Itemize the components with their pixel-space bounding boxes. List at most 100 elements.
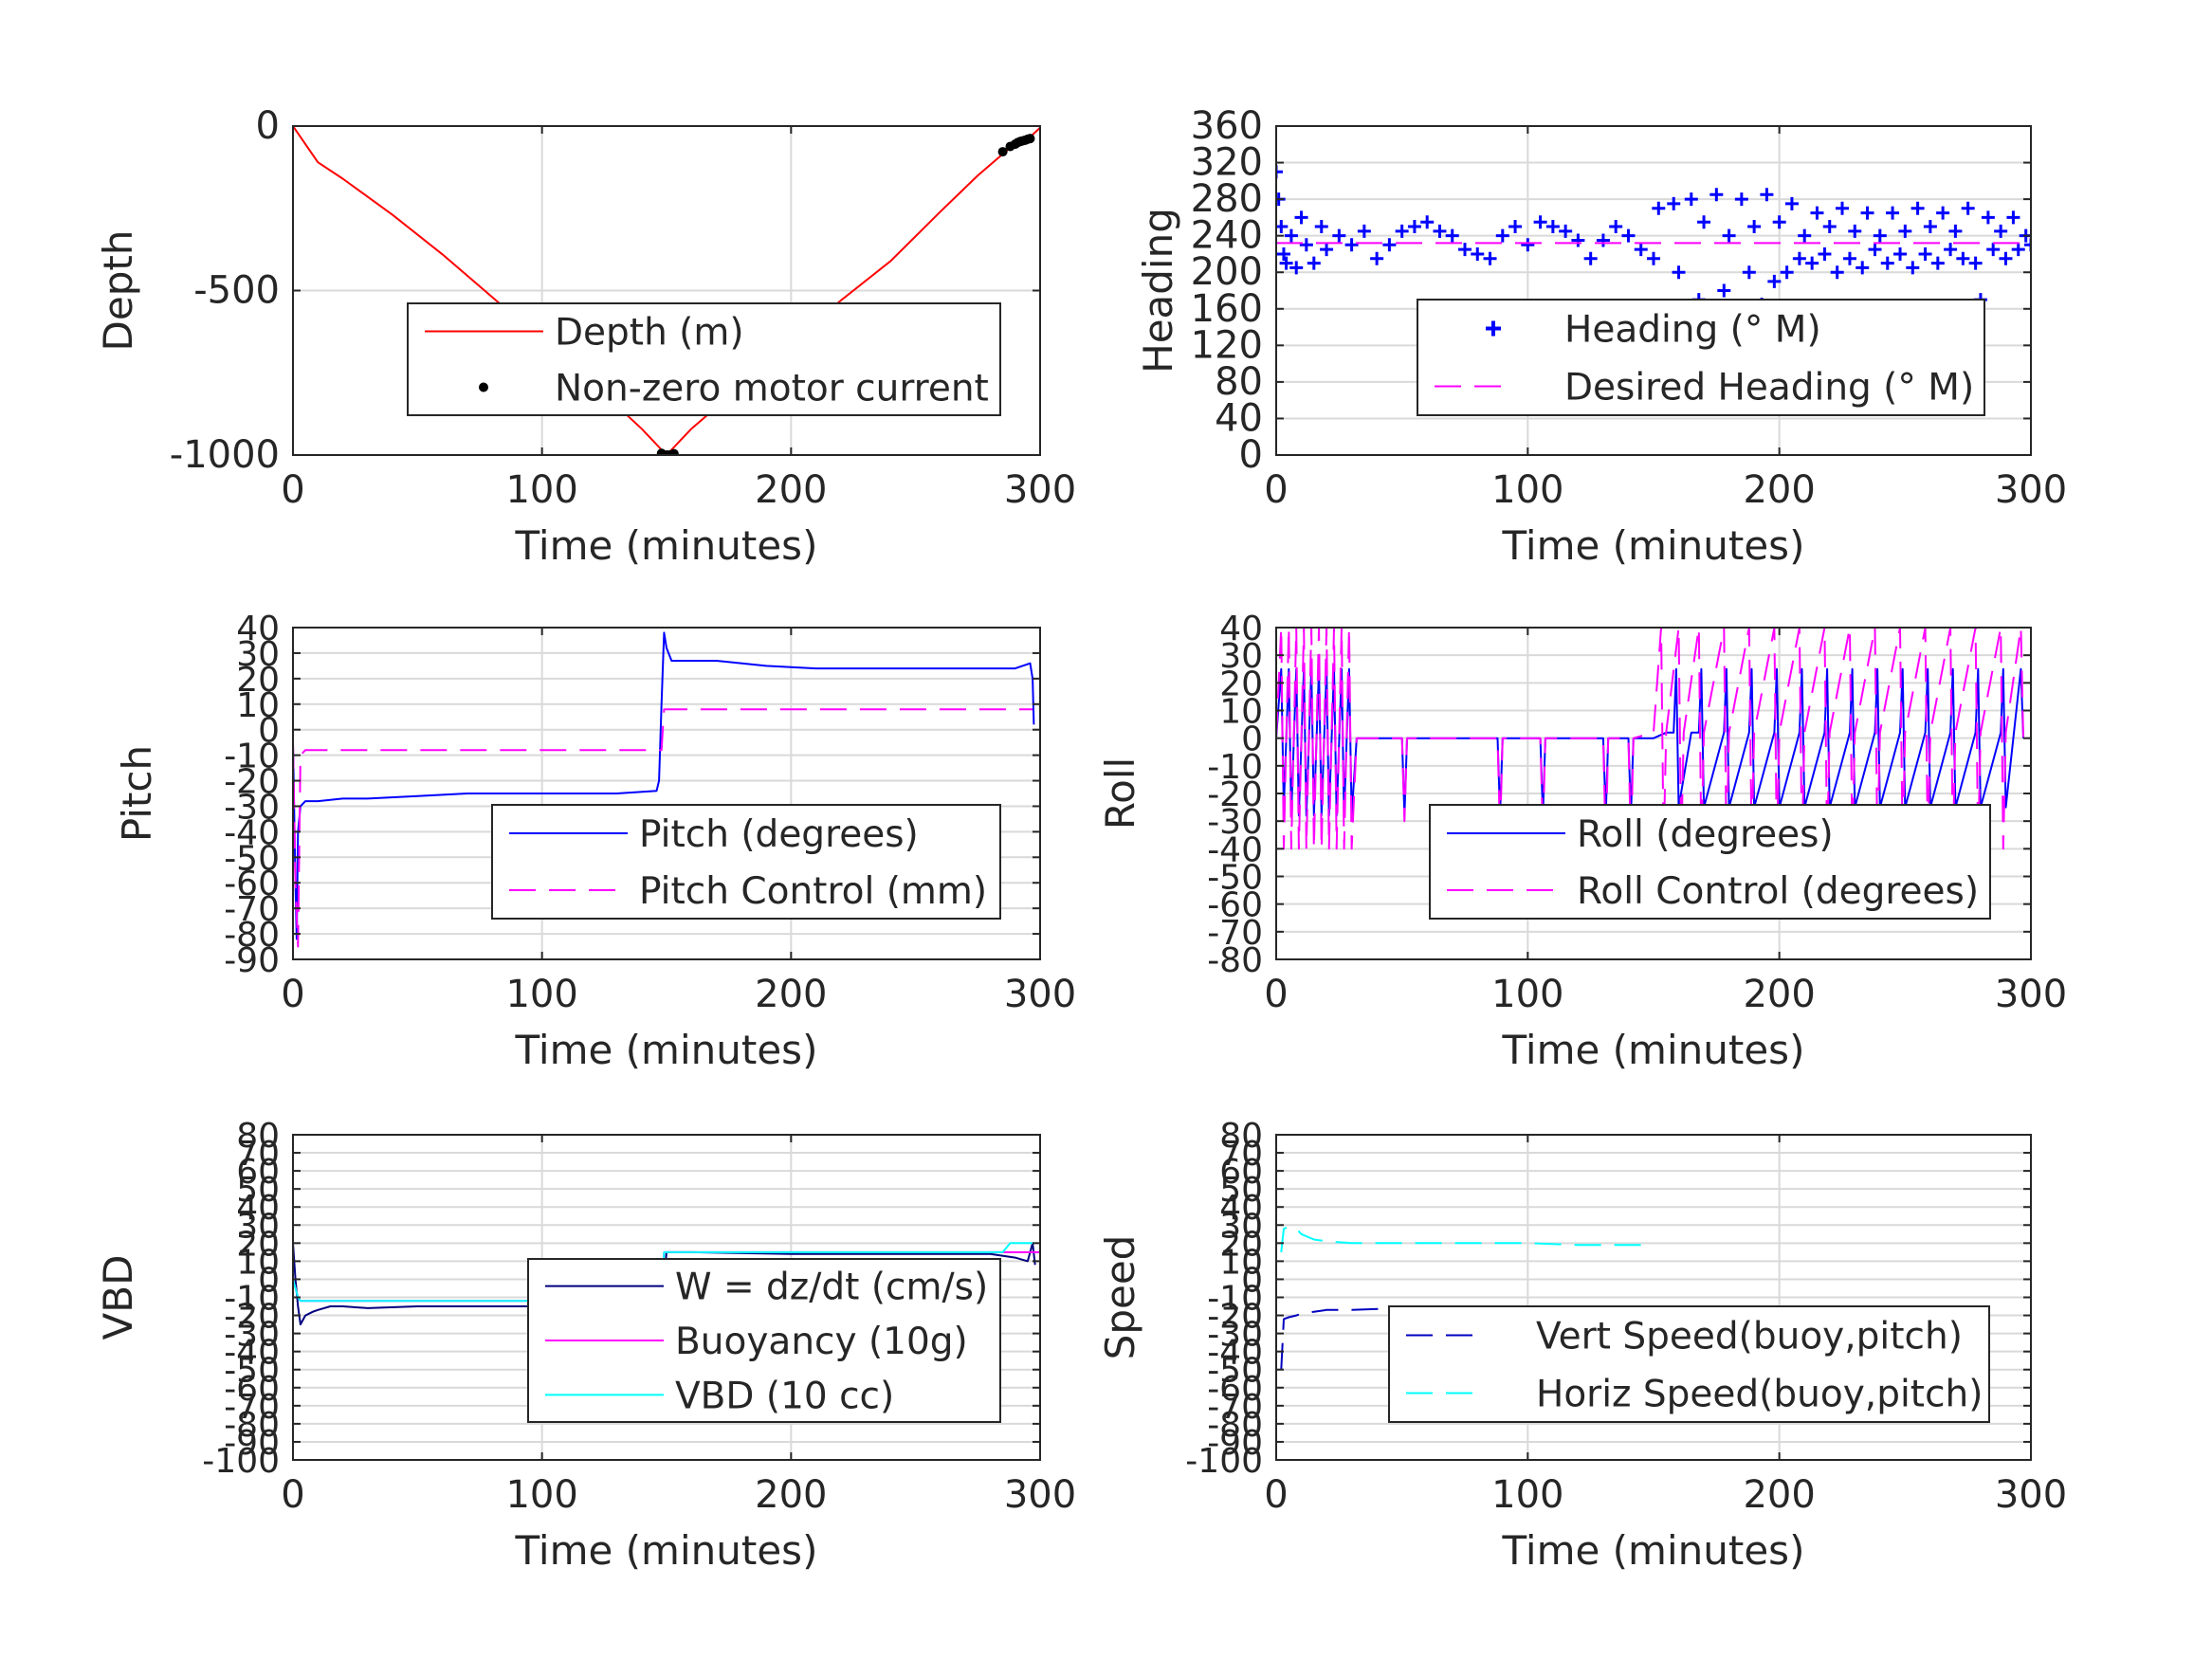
- data-point: [1471, 246, 1485, 261]
- data-point: [1860, 206, 1874, 220]
- legend: Vert Speed(buoy,pitch) Horiz Speed(buoy,p…: [1388, 1305, 1990, 1423]
- y-tick-label: -80: [1207, 1406, 1263, 1445]
- y-tick-label: 30: [236, 635, 280, 674]
- data-point: [1918, 246, 1932, 261]
- y-axis-label: Depth: [95, 230, 141, 352]
- data-point: [1284, 228, 1298, 243]
- data-point: [1747, 220, 1762, 234]
- y-tick-label: -50: [224, 1352, 280, 1391]
- y-tick-label: -70: [1207, 1388, 1263, 1427]
- x-tick-label: 200: [1743, 973, 1815, 1016]
- y-tick-label: 70: [236, 1135, 280, 1174]
- x-tick-label: 100: [505, 468, 577, 512]
- legend-box: [1429, 804, 1991, 920]
- data-point: [1667, 196, 1681, 210]
- panel-vbd: 0 100 200 300-100-90-80-70-60-50-40-30-20-1…: [95, 1117, 1076, 1574]
- data-point: [2011, 243, 2025, 257]
- y-tick-label: 0: [1241, 720, 1263, 759]
- y-tick-label: -70: [224, 1388, 280, 1427]
- y-tick-label: -30: [1207, 803, 1263, 842]
- panel-heading: 0 100 200 30004080120160200240280320360Time…: [1135, 104, 2067, 569]
- data-point: [1772, 215, 1786, 229]
- y-tick-label: 10: [1219, 693, 1263, 732]
- data-point: [1760, 188, 1774, 202]
- y-tick-label: -500: [193, 269, 280, 313]
- y-tick-label: -60: [1207, 886, 1263, 925]
- data-point: [1898, 224, 1912, 238]
- data-point: [1433, 224, 1447, 238]
- x-axis-label: Time (minutes): [1502, 522, 1805, 569]
- ticks: 0 100 200 300-100-90-80-70-60-50-40-30-20-1…: [1185, 1117, 2067, 1517]
- x-tick-label: 0: [1264, 468, 1288, 512]
- data-point: [1792, 251, 1806, 265]
- ticks: 0 100 200 300-100-90-80-70-60-50-40-30-20-1…: [202, 1117, 1076, 1517]
- x-tick-label: 200: [755, 1473, 827, 1517]
- y-tick-label: -20: [224, 1298, 280, 1337]
- y-axis-label: Speed: [1097, 1235, 1143, 1360]
- y-tick-label: 30: [1219, 637, 1263, 676]
- y-tick-label: 20: [1219, 665, 1263, 703]
- x-tick-label: 300: [1995, 973, 2067, 1016]
- data-point: [1848, 224, 1862, 238]
- data-point: [668, 448, 679, 455]
- y-tick-label: -50: [224, 839, 280, 878]
- x-tick-label: 200: [1743, 1473, 1815, 1517]
- y-tick-label: -30: [224, 1316, 280, 1355]
- y-axis-label: Pitch: [114, 745, 160, 842]
- y-tick-label: 30: [236, 1207, 280, 1246]
- data-point: [1968, 256, 1983, 270]
- legend-label: Desired Heading (° M): [1564, 367, 1974, 410]
- data-point: [1742, 265, 1756, 280]
- y-tick-label: -40: [1207, 830, 1263, 869]
- y-tick-label: 70: [1219, 1135, 1263, 1174]
- data-point: [1767, 274, 1782, 288]
- data-point: [1596, 233, 1610, 247]
- data-point: [1944, 243, 1958, 257]
- data-point: [2006, 210, 2020, 225]
- legend: Pitch (degrees) Pitch Control (mm): [491, 804, 1001, 920]
- panel-roll: 0 100 200 300-80-70-60-50-40-30-20-10010203…: [1097, 610, 2067, 1073]
- data-point: [1294, 210, 1308, 225]
- y-tick-label: 20: [236, 1225, 280, 1264]
- legend: Depth (m) Non-zero motor current: [407, 302, 1001, 416]
- y-tick-label: -90: [224, 1424, 280, 1463]
- data-point: [1798, 228, 1812, 243]
- data-point: [1332, 228, 1346, 243]
- y-tick-label: 10: [1219, 1243, 1263, 1282]
- data-point: [1307, 256, 1321, 270]
- legend-label: Buoyancy (10g): [675, 1321, 968, 1363]
- data-point: [1856, 261, 1870, 275]
- y-tick-label: 60: [1219, 1153, 1263, 1192]
- x-tick-label: 100: [505, 1473, 577, 1517]
- series-group: [293, 631, 1035, 948]
- y-axis-label: Roll: [1097, 757, 1143, 830]
- series-line-1: [293, 708, 1033, 948]
- legend: Heading (° M) Desired Heading (° M): [1417, 299, 1985, 416]
- x-tick-label: 200: [755, 468, 827, 512]
- y-tick-label: 40: [1219, 1189, 1263, 1228]
- data-point: [1709, 188, 1724, 202]
- y-tick-label: -20: [224, 763, 280, 802]
- legend-box: [491, 804, 1001, 920]
- panel-depth: 0 100 200 300 -1000 -500 0 Time (minutes) Depth D…: [95, 104, 1076, 569]
- data-point: [1880, 256, 1894, 270]
- y-tick-label: 160: [1191, 287, 1263, 331]
- data-point: [1910, 201, 1925, 215]
- x-tick-label: 0: [1264, 973, 1288, 1016]
- legend: Roll (degrees) Roll Control (degrees): [1429, 804, 1991, 920]
- y-tick-label: 40: [1215, 396, 1263, 440]
- data-point: [1508, 220, 1523, 234]
- data-point: [1652, 201, 1666, 215]
- y-tick-label: 80: [236, 1117, 280, 1156]
- x-tick-label: 0: [1264, 1473, 1288, 1517]
- data-point: [1495, 228, 1509, 243]
- legend-swatch: [479, 382, 488, 392]
- data-point: [1320, 243, 1334, 257]
- data-point: [1684, 192, 1698, 207]
- data-point: [1868, 243, 1882, 257]
- data-point: [1420, 215, 1435, 229]
- data-point: [1314, 220, 1328, 234]
- y-tick-label: 40: [236, 610, 280, 648]
- y-tick-label: 0: [256, 104, 280, 148]
